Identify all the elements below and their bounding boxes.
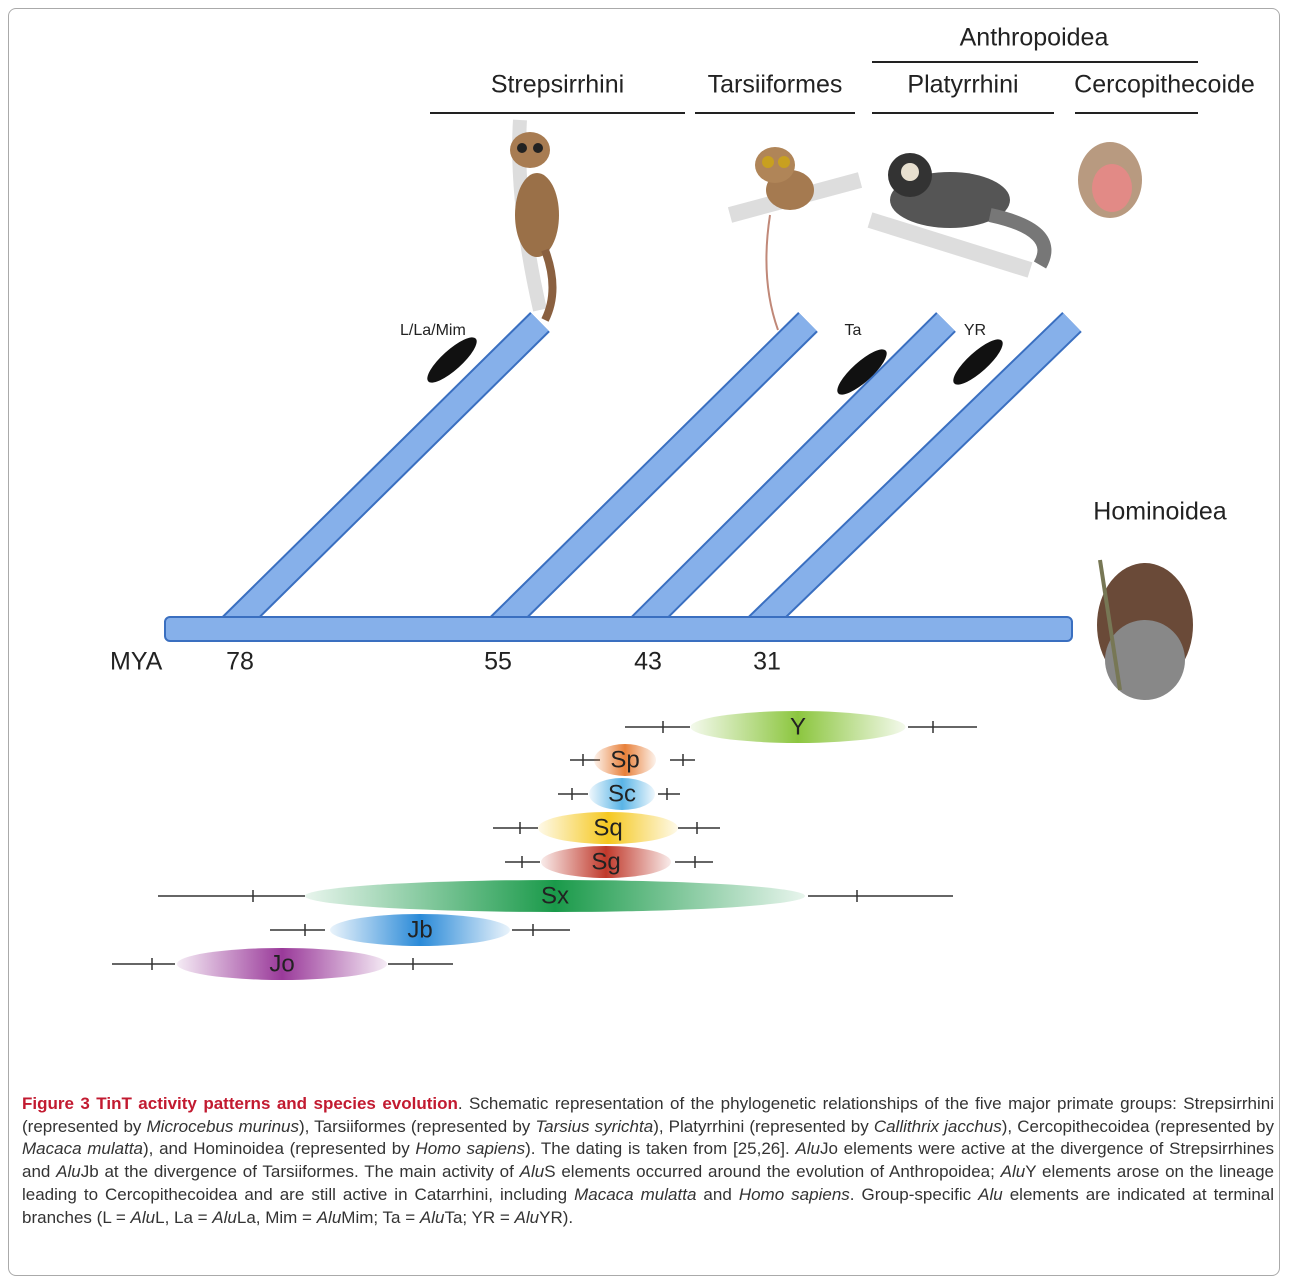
activity-period [594, 744, 656, 776]
group-label: Platyrrhini [907, 71, 1018, 99]
alu-burst [427, 337, 477, 383]
caption-text: Y elements arose on the lineage leading … [22, 1162, 1274, 1204]
caption-text: Alu [56, 1162, 81, 1182]
caption-text: Macaca mulatta [22, 1139, 143, 1159]
caption-text: Alu [795, 1139, 820, 1159]
caption-text: ), Platyrrhini (represented by [653, 1116, 874, 1136]
caption-text: . Group-specific [849, 1184, 979, 1204]
caption-text: Alu [514, 1207, 540, 1227]
caption-title: Figure 3 TinT activity patterns and spec… [22, 1094, 458, 1113]
outgroup-label: Hominoidea [1093, 498, 1227, 526]
caption-text: Macaca mulatta [574, 1184, 697, 1204]
caption-text: Callithrix jacchus [873, 1116, 1002, 1136]
caption-text: ), and Hominoidea (represented by [143, 1139, 416, 1159]
divergence-time: 31 [753, 648, 781, 676]
branch [749, 313, 1081, 635]
tarsier-illustration [727, 147, 863, 331]
group-label: Tarsiiformes [708, 71, 843, 99]
figure-frame [8, 8, 1280, 1276]
caption-text: Homo sapiens [738, 1184, 850, 1204]
branch [632, 313, 955, 635]
element-label: Sp [610, 746, 639, 773]
element-label: Jb [407, 916, 432, 943]
caption-text: Tarsius syrichta [535, 1116, 654, 1136]
branch [491, 313, 817, 635]
super-group-label: Anthropoidea [960, 24, 1109, 52]
caption-text: La, Mim = [236, 1207, 317, 1227]
element-label: Sc [608, 780, 636, 807]
caption-text: Alu [130, 1207, 156, 1227]
activity-period [541, 846, 671, 878]
caption-text: and [696, 1184, 739, 1204]
caption-text: ), Cercopithecoidea (represented by [1001, 1116, 1275, 1136]
group-label: Cercopithecoide [1074, 71, 1255, 99]
macaque-illustration [1078, 142, 1142, 218]
activity-period [330, 914, 510, 946]
element-label: Y [790, 713, 806, 740]
caption-text: Ta; YR = [444, 1207, 515, 1227]
element-label: Jo [269, 950, 294, 977]
branch-label: YR [964, 322, 986, 339]
activity-period [589, 778, 655, 810]
figure: Anthropoidea Hominoidea MYA Strepsirrhin… [110, 24, 1255, 980]
caption-text: Jb at the divergence of Tarsiiformes. Th… [80, 1162, 520, 1182]
caption-text: Homo sapiens [415, 1139, 526, 1159]
divergence-time: 43 [634, 648, 662, 676]
caption-text: Alu [419, 1207, 445, 1227]
element-label: Sx [541, 882, 569, 909]
caption-text: Alu [1000, 1162, 1026, 1182]
divergence-time: 78 [226, 648, 254, 676]
activity-period [690, 711, 906, 743]
axis-label: MYA [110, 648, 163, 676]
group-label: Strepsirrhini [491, 71, 624, 99]
caption: Figure 3 TinT activity patterns and spec… [22, 1093, 1274, 1229]
branch-label: Ta [845, 322, 862, 339]
caption-text: Alu [978, 1184, 1003, 1204]
activity-period [305, 880, 805, 912]
branch-label: L/La/Mim [400, 322, 466, 339]
caption-text: Jo elements were active at the divergenc… [22, 1139, 1274, 1182]
caption-text: Alu [212, 1207, 237, 1227]
caption-text: ), Tarsiiformes (represented by [298, 1116, 536, 1136]
branch [223, 313, 549, 635]
caption-text: L, La = [155, 1207, 213, 1227]
human-illustration [1097, 559, 1193, 700]
marmoset-illustration [867, 153, 1052, 278]
caption-text: S elements occurred around the evolution… [544, 1162, 1001, 1182]
element-label: Sq [593, 814, 622, 841]
divergence-time: 55 [484, 648, 512, 676]
activity-period [177, 948, 387, 980]
trunk [164, 616, 1073, 642]
alu-burst [953, 339, 1003, 385]
caption-text: YR). [539, 1207, 574, 1227]
caption-text: Alu [316, 1207, 342, 1227]
alu-burst [837, 349, 887, 395]
caption-text: Mim; Ta = [341, 1207, 420, 1227]
element-label: Sg [591, 848, 620, 875]
activity-period [538, 812, 678, 844]
caption-text: Microcebus murinus [146, 1116, 299, 1136]
caption-text: . Schematic representation of the phylog… [22, 1094, 1274, 1136]
caption-text: ). The dating is taken from [25,26]. [525, 1139, 796, 1159]
lemur-illustration [510, 119, 559, 322]
caption-text: Alu [519, 1162, 545, 1182]
caption-text: elements are indicated at terminal branc… [22, 1184, 1275, 1227]
